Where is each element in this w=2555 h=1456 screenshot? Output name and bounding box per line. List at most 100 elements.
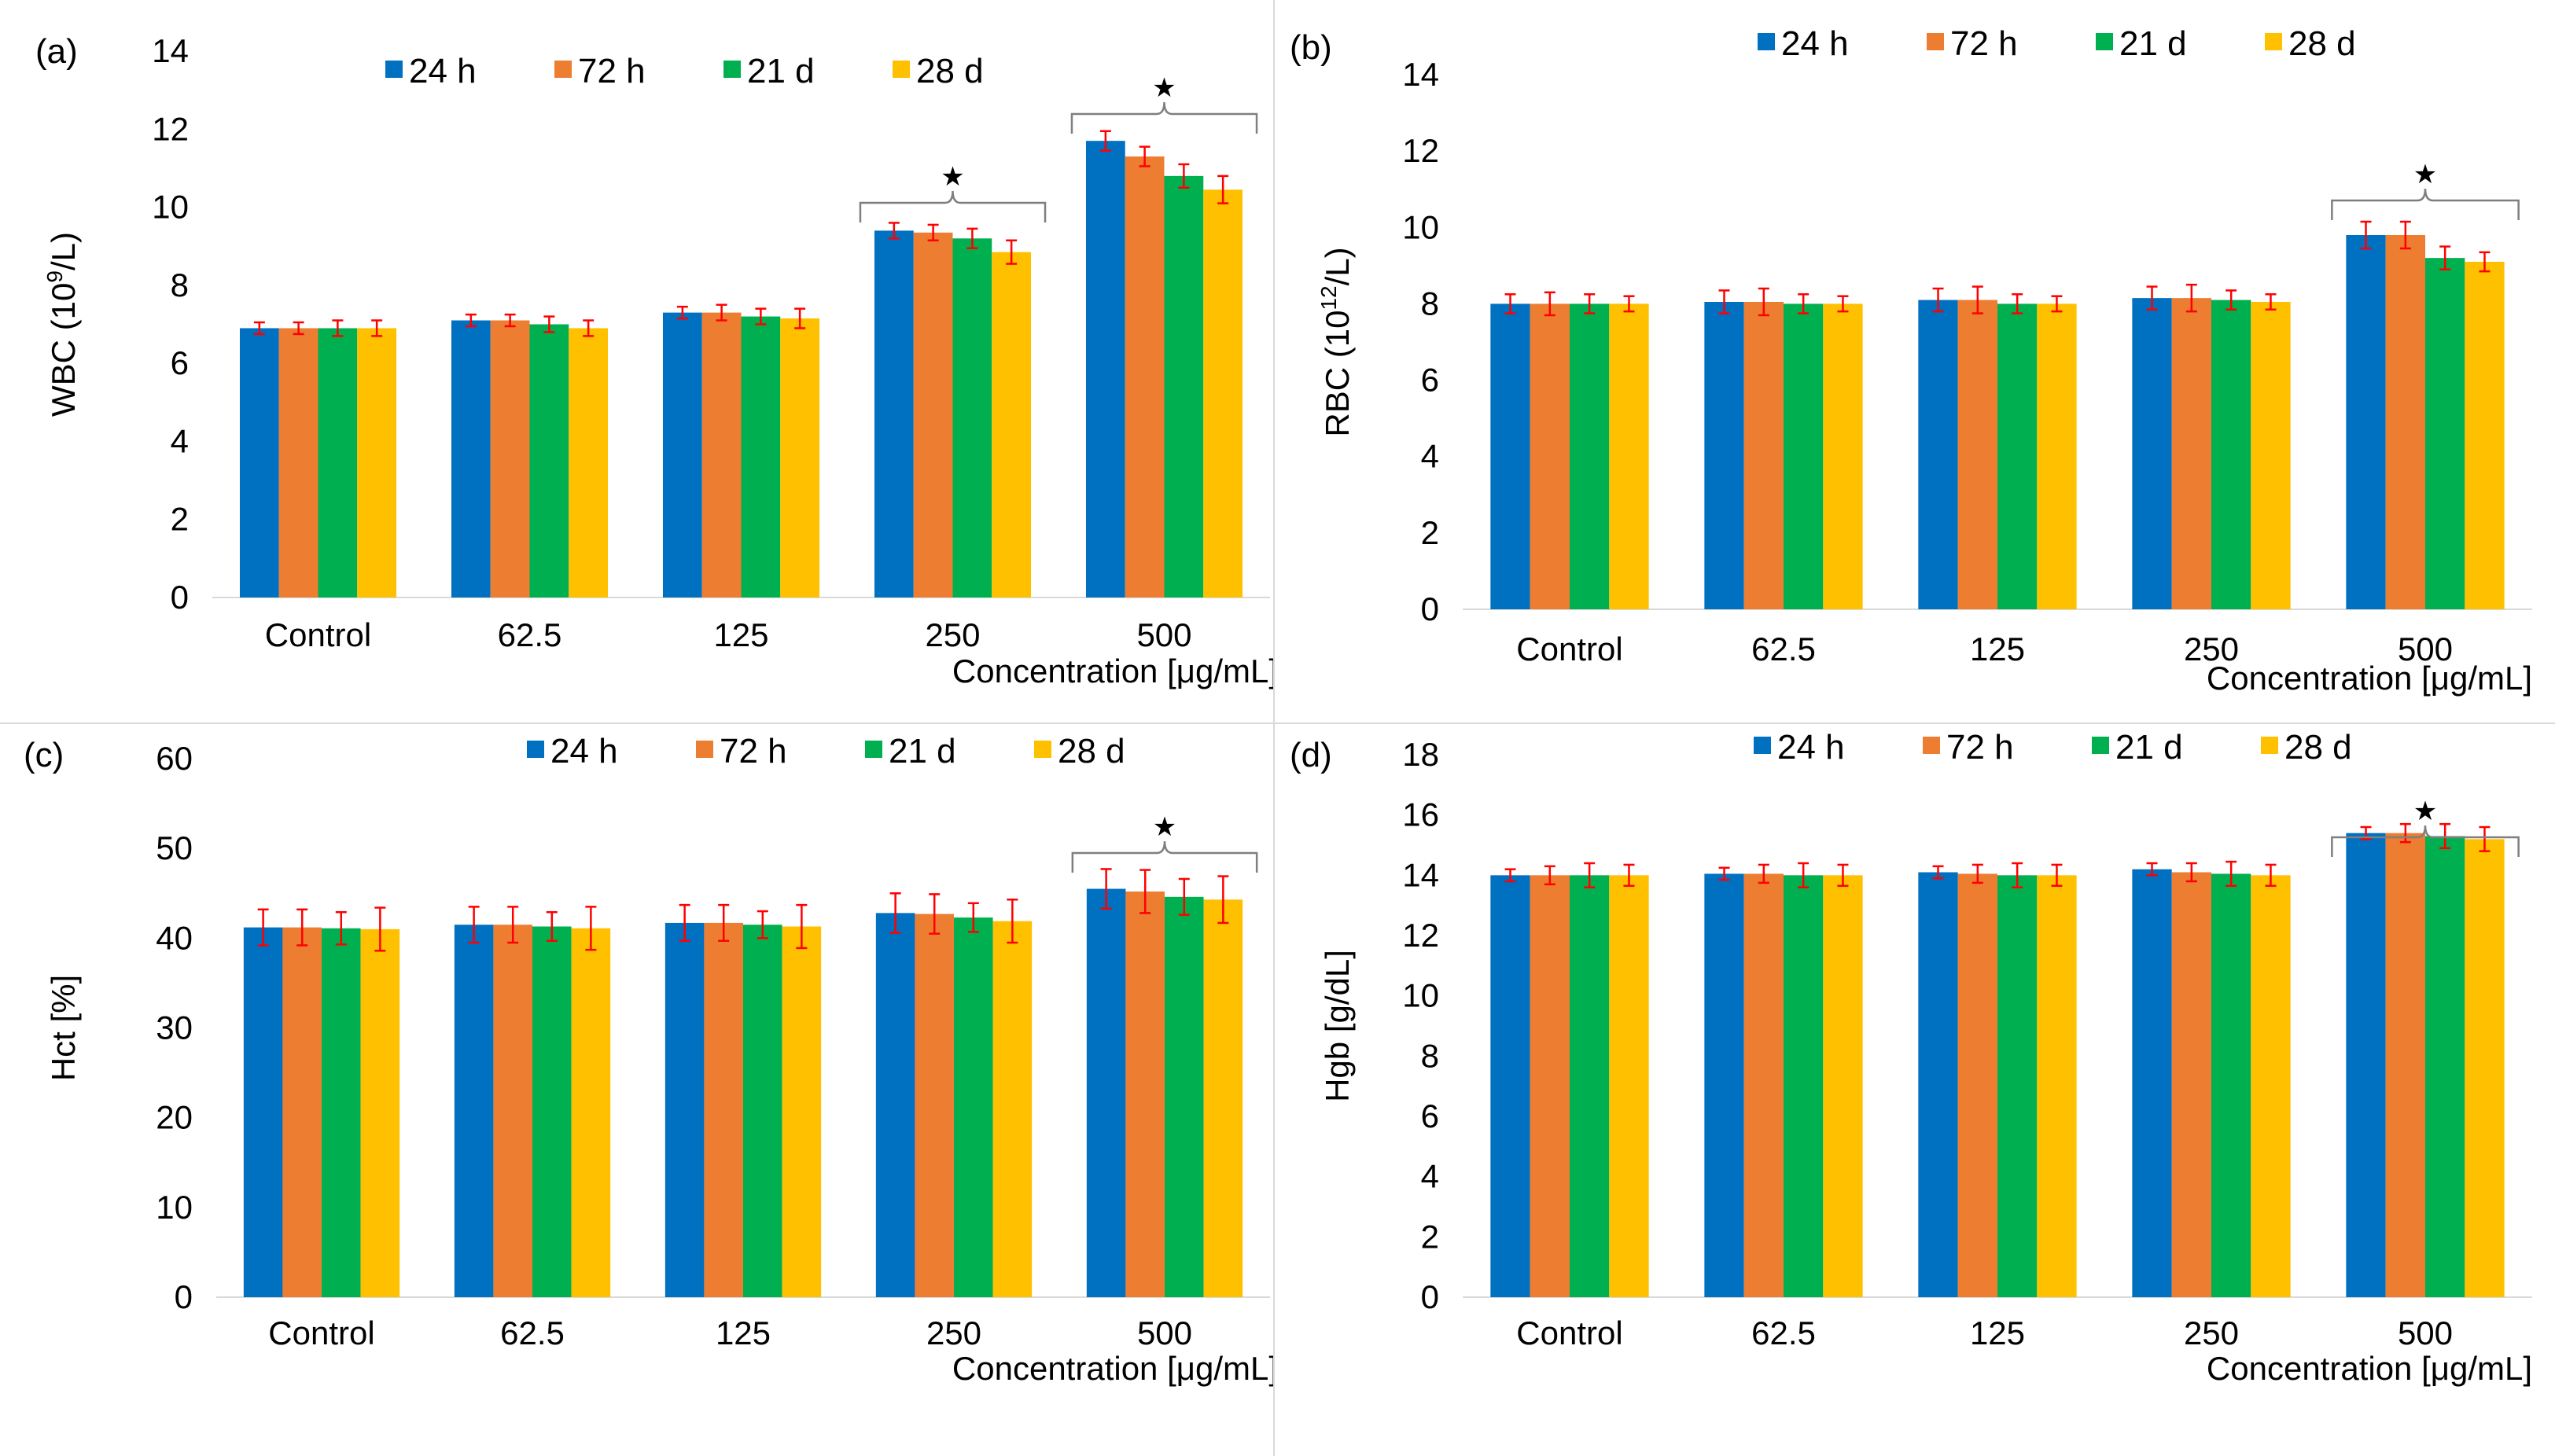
category-label: 250 (2184, 1314, 2239, 1351)
bar (1918, 872, 1958, 1297)
bar (1957, 873, 1997, 1297)
legend-label: 24 h (1777, 728, 1845, 767)
bar (741, 316, 781, 597)
bar (1704, 873, 1744, 1297)
y-axis-label: RBC (1012/L) (1316, 247, 1356, 436)
bar (1530, 875, 1570, 1297)
legend-label: 24 h (550, 732, 618, 770)
bar (992, 921, 1033, 1297)
significance-bracket (859, 190, 1047, 222)
bar (952, 238, 992, 597)
panel-label: (c) (24, 736, 64, 774)
legend-swatch (1754, 737, 1771, 754)
y-tick-label: 8 (1421, 1037, 1439, 1074)
bar (665, 922, 705, 1297)
bar (239, 328, 279, 597)
category-label: 62.5 (500, 1314, 565, 1351)
legend-label: 28 d (1058, 732, 1125, 770)
bar (1085, 141, 1125, 597)
significance-bracket (2331, 188, 2520, 220)
significance-star: ★ (2413, 796, 2437, 827)
legend-label: 72 h (578, 52, 646, 90)
y-tick-label: 12 (152, 110, 189, 147)
y-tick-label: 10 (1402, 208, 1439, 245)
y-tick-label: 4 (1421, 438, 1439, 475)
bar (913, 232, 953, 597)
bar (532, 926, 572, 1297)
bar (780, 318, 820, 597)
y-tick-label: 2 (1421, 1218, 1439, 1255)
bar (1743, 873, 1784, 1297)
bar (1165, 896, 1204, 1297)
legend-label: 72 h (1946, 728, 2014, 767)
chart-panel-d: (d) 0 2 4 6 8 10 12 14 16 18 Hgb [g/dL] Control 62.5 1… (1274, 723, 2555, 1456)
y-tick-label: 0 (171, 579, 189, 616)
bar (1164, 175, 1204, 597)
legend-swatch (2261, 737, 2278, 754)
legend-swatch (1927, 33, 1944, 50)
y-tick-label: 6 (1421, 362, 1439, 399)
bar (493, 925, 532, 1297)
bar (875, 913, 915, 1297)
panel-label: (a) (35, 32, 78, 71)
bar (243, 927, 283, 1297)
bar (1784, 875, 1824, 1297)
bar (1125, 891, 1165, 1297)
bar (490, 320, 530, 597)
y-tick-label: 14 (152, 32, 189, 69)
bar (282, 927, 322, 1297)
legend-swatch (1758, 33, 1775, 50)
significance-star: ★ (1152, 72, 1176, 104)
bar (318, 328, 358, 597)
y-tick-label: 0 (1421, 590, 1439, 627)
y-tick-label: 12 (1402, 917, 1439, 954)
legend-label: 24 h (1781, 24, 1849, 63)
legend-label: 21 d (747, 52, 815, 90)
legend-label: 28 d (2288, 24, 2356, 63)
vertical-divider (1273, 0, 1275, 1456)
y-tick-label: 0 (175, 1278, 193, 1315)
legend-swatch (2265, 33, 2282, 50)
bar (1957, 300, 1997, 609)
bar (1609, 303, 1649, 609)
category-label: 500 (1137, 1314, 1192, 1351)
y-tick-label: 12 (1402, 132, 1439, 169)
legend-swatch (527, 741, 544, 758)
bar (360, 928, 400, 1297)
legend-label: 72 h (720, 732, 787, 770)
bar (701, 312, 742, 597)
legend-swatch (723, 61, 741, 78)
y-tick-label: 8 (1421, 285, 1439, 322)
y-tick-label: 6 (1421, 1098, 1439, 1134)
y-axis-label: Hgb [g/dL] (1319, 950, 1356, 1102)
bar (451, 320, 491, 597)
bar (2037, 875, 2077, 1297)
bar (874, 230, 914, 597)
category-label: 250 (2184, 631, 2239, 667)
y-axis-label: Hct [%] (45, 975, 82, 1081)
bar (2251, 302, 2291, 609)
horizontal-divider (0, 722, 2555, 724)
x-axis-label: Concentration [μg/mL] (2207, 660, 2532, 697)
chart-wbc: (a) 0 2 4 6 8 10 12 14 WBC (109/L) Control 62.5 125 2… (35, 32, 1274, 689)
panel-label: (b) (1290, 28, 1332, 67)
bar (2132, 298, 2172, 609)
x-axis-label: Concentration [μg/mL] (2207, 1350, 2532, 1387)
bar (2385, 235, 2425, 609)
chart-panel-a: (a) 0 2 4 6 8 10 12 14 WBC (109/L) Control 62.5 125 2… (0, 0, 1274, 723)
bar (704, 922, 743, 1297)
bar (529, 324, 569, 597)
significance-star: ★ (941, 161, 964, 193)
category-label: Control (1516, 631, 1622, 667)
bar (2465, 262, 2505, 609)
bar (1570, 303, 1610, 609)
y-tick-label: 40 (156, 919, 193, 956)
legend-swatch (865, 741, 882, 758)
bar (662, 312, 702, 597)
bar (2211, 300, 2251, 609)
y-tick-label: 2 (1421, 514, 1439, 551)
legend-swatch (2096, 33, 2113, 50)
y-tick-label: 10 (152, 189, 189, 226)
y-tick-label: 14 (1402, 856, 1439, 893)
y-tick-label: 4 (171, 422, 189, 459)
